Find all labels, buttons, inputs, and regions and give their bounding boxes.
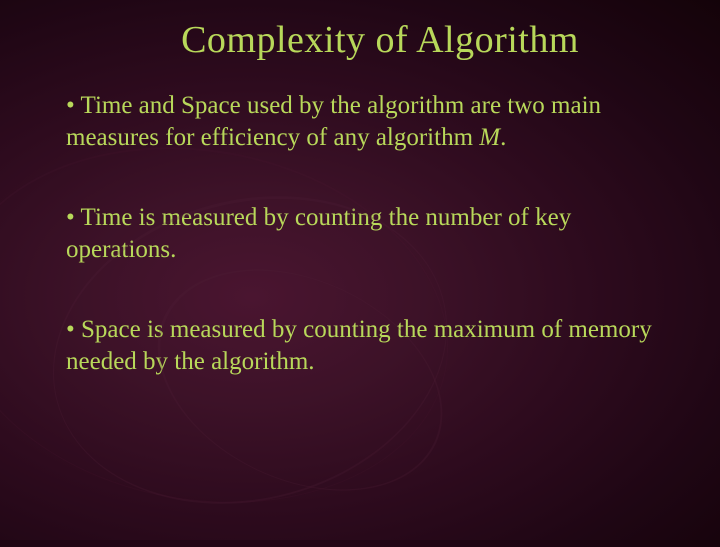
bullet-italic: M bbox=[479, 124, 500, 151]
bullet-item: • Time and Space used by the algorithm a… bbox=[66, 90, 660, 154]
bullet-post: . bbox=[500, 124, 506, 151]
bullet-text: • Time is measured by counting the numbe… bbox=[66, 204, 571, 263]
bullet-item: • Time is measured by counting the numbe… bbox=[66, 202, 660, 266]
bullet-text: • Space is measured by counting the maxi… bbox=[66, 316, 652, 375]
bullet-text: • Time and Space used by the algorithm a… bbox=[66, 92, 601, 151]
slide-title: Complexity of Algorithm bbox=[0, 0, 720, 62]
bullet-item: • Space is measured by counting the maxi… bbox=[66, 314, 660, 378]
slide-content: • Time and Space used by the algorithm a… bbox=[0, 62, 720, 378]
